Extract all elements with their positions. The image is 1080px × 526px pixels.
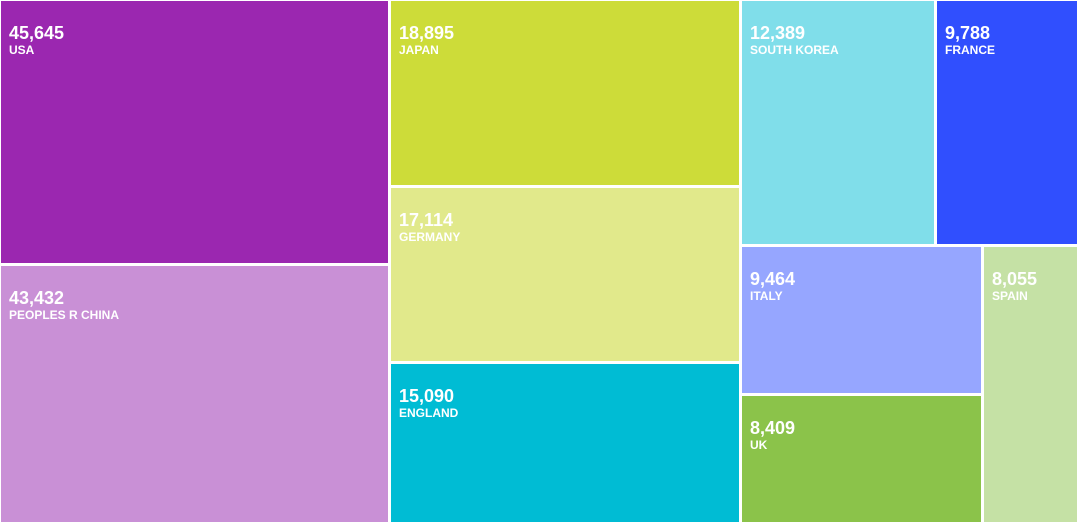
tile-category-label: USA xyxy=(9,43,35,57)
tile-category-label: PEOPLES R CHINA xyxy=(9,308,120,322)
tile-value-label: 8,055 xyxy=(992,269,1038,289)
treemap-tile-germany[interactable]: 17,114 GERMANY xyxy=(391,188,739,361)
treemap-tile-south-korea[interactable]: 12,389 SOUTH KOREA xyxy=(742,1,934,244)
treemap-tile-france[interactable]: 9,788 FRANCE xyxy=(937,1,1077,244)
tile-category-label: FRANCE xyxy=(945,43,995,57)
treemap-tile-usa[interactable]: 45,645 USA xyxy=(1,1,388,263)
tile-value-label: 17,114 xyxy=(399,210,454,230)
treemap-tile-uk[interactable]: 8,409 UK xyxy=(742,396,981,522)
treemap-tile-italy[interactable]: 9,464 ITALY xyxy=(742,247,981,393)
tile-value-label: 18,895 xyxy=(399,23,455,43)
tile-value-label: 9,788 xyxy=(945,23,991,43)
tile-value-label: 12,389 xyxy=(750,23,806,43)
tile-category-label: SPAIN xyxy=(992,289,1028,303)
tile-value-label: 45,645 xyxy=(9,23,65,43)
tile-category-label: JAPAN xyxy=(399,43,439,57)
tile-category-label: SOUTH KOREA xyxy=(750,43,839,57)
tile-category-label: GERMANY xyxy=(399,230,461,244)
tile-category-label: UK xyxy=(750,438,768,452)
tile-category-label: ENGLAND xyxy=(399,406,459,420)
treemap-tile-japan[interactable]: 18,895 JAPAN xyxy=(391,1,739,185)
treemap-tile-england[interactable]: 15,090 ENGLAND xyxy=(391,364,739,522)
tile-value-label: 15,090 xyxy=(399,386,455,406)
tile-category-label: ITALY xyxy=(750,289,783,303)
tile-value-label: 43,432 xyxy=(9,288,65,308)
treemap-tile-peoples-r-china[interactable]: 43,432 PEOPLES R CHINA xyxy=(1,266,388,522)
treemap-tile-spain[interactable]: 8,055 SPAIN xyxy=(984,247,1077,522)
tile-value-label: 8,409 xyxy=(750,418,796,438)
tile-value-label: 9,464 xyxy=(750,269,796,289)
